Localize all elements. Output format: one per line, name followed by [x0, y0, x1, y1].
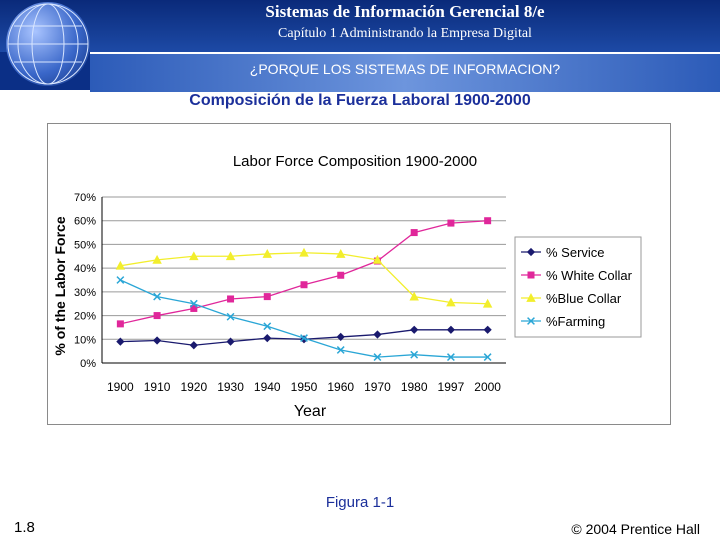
data-point [152, 336, 162, 345]
section-title: ¿PORQUE LOS SISTEMAS DE INFORMACION? [249, 61, 561, 77]
data-point [336, 346, 345, 354]
legend-box [514, 236, 642, 338]
data-point [226, 312, 235, 321]
data-point [189, 251, 199, 261]
y-tick-label: 50% [74, 239, 96, 251]
y-tick-label: 0% [80, 358, 96, 370]
data-point [190, 304, 198, 312]
data-point [447, 219, 455, 227]
legend-label: % Service [546, 245, 605, 260]
y-tick-label: 60% [74, 216, 96, 228]
x-tick-label: 1997 [438, 380, 465, 394]
data-point [153, 292, 162, 301]
legend-label: %Blue Collar [546, 291, 622, 306]
y-tick-label: 70% [74, 192, 96, 204]
data-point [336, 332, 345, 342]
x-tick-label: 1940 [254, 380, 281, 394]
data-point [116, 276, 125, 284]
data-point [410, 350, 419, 359]
data-point [410, 325, 419, 334]
data-point [337, 271, 345, 279]
data-point [152, 254, 162, 264]
data-point [300, 334, 308, 343]
x-tick-label: 1960 [327, 380, 354, 394]
x-tick-label: 2000 [474, 380, 501, 394]
globe-icon [6, 2, 90, 86]
x-tick-label: 1970 [364, 380, 391, 394]
y-tick-label: 20% [74, 311, 96, 323]
book-title: Sistemas de Información Gerencial 8/e [265, 2, 545, 21]
data-point [373, 330, 382, 339]
data-point [446, 325, 456, 334]
data-point [153, 312, 161, 320]
data-point [373, 353, 382, 362]
slide-title: Composición de la Fuerza Laboral 1900-20… [189, 92, 531, 109]
x-tick-label: 1950 [291, 380, 318, 394]
data-point [115, 260, 126, 270]
legend-marker [527, 271, 535, 279]
data-point [484, 217, 492, 225]
data-point [263, 333, 272, 343]
data-point [372, 254, 383, 264]
plot-area: 0% 10% 20% 30% 40% 50% 60% 70% 1900 1910 1920 1930 1… [74, 192, 506, 394]
data-point [189, 341, 198, 350]
chart-title: Labor Force Composition 1900-2000 [233, 153, 477, 170]
legend: % Service % White Collar %Blue Collar %Farm… [514, 236, 642, 338]
data-point [225, 251, 236, 261]
x-tick-label: 1910 [144, 380, 171, 394]
legend-marker [526, 247, 536, 257]
slide-number: 1.8 [14, 519, 35, 536]
header-stripe [90, 52, 720, 92]
data-point [116, 320, 124, 328]
legend-label: % White Collar [546, 268, 633, 283]
data-point [483, 325, 492, 334]
x-tick-label: 1930 [217, 380, 244, 394]
legend-marker [527, 317, 535, 325]
data-point [483, 353, 492, 362]
data-point [263, 322, 272, 331]
data-point [409, 291, 419, 301]
y-tick-label: 30% [74, 287, 96, 299]
chart-frame: Labor Force Composition 1900-2000 % of t… [47, 123, 671, 425]
x-tick-label: 1920 [180, 380, 207, 394]
data-point [335, 248, 346, 258]
header-banner: Sistemas de Información Gerencial 8/e Ca… [0, 0, 720, 92]
header-band [0, 0, 720, 52]
data-point [227, 295, 235, 303]
x-tick-label: 1980 [401, 380, 428, 394]
data-point [482, 298, 493, 308]
y-tick-label: 10% [74, 334, 96, 346]
x-tick-label: 1900 [107, 380, 134, 394]
data-point [446, 297, 456, 307]
y-axis-label: % of the Labor Force [52, 216, 68, 355]
data-point [226, 337, 235, 346]
data-point [116, 337, 125, 346]
data-point [262, 248, 273, 258]
data-point [446, 353, 455, 362]
figure-caption: Figura 1-1 [325, 494, 395, 511]
data-point [410, 229, 418, 237]
data-point [189, 299, 198, 308]
y-tick-label: 40% [74, 263, 96, 275]
labor-force-chart: Labor Force Composition 1900-2000 % of t… [52, 153, 642, 420]
legend-label: %Farming [546, 314, 605, 329]
chapter-title: Capítulo 1 Administrando la Empresa Digi… [278, 26, 532, 41]
copyright-notice: © 2004 Prentice Hall [571, 521, 700, 537]
data-point [299, 247, 309, 257]
data-point [300, 281, 308, 289]
legend-marker [526, 293, 536, 302]
data-point [263, 293, 271, 301]
x-axis-label: Year [294, 403, 327, 420]
